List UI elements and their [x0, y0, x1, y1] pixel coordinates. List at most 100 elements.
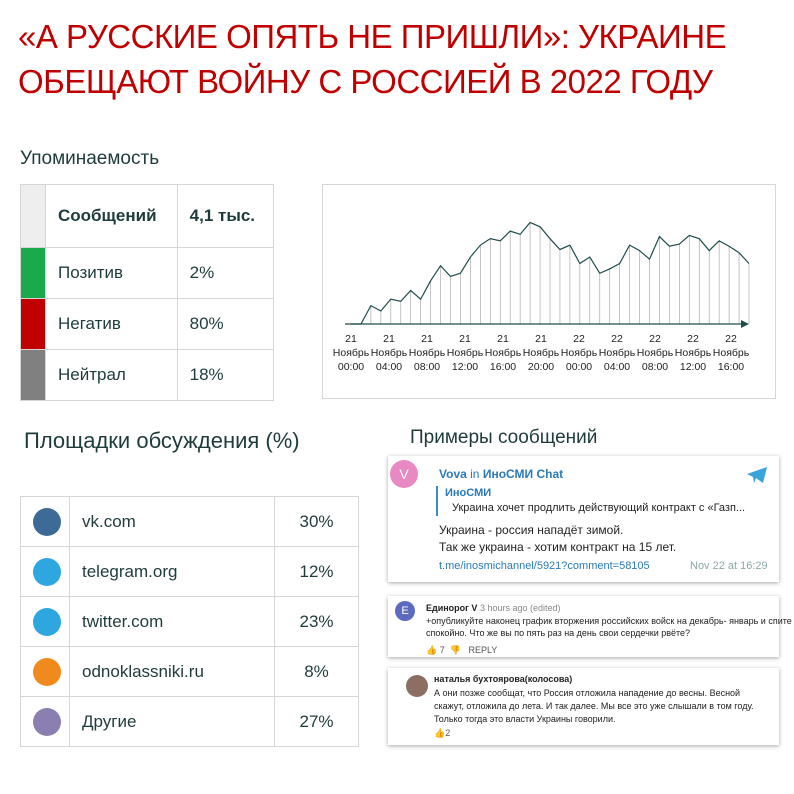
label: Нейтрал: [45, 349, 178, 401]
avatar: E: [395, 601, 415, 621]
date: Nov 22 at 16:29: [690, 560, 768, 572]
x-tick-label: Ноябрь: [485, 347, 522, 359]
title: «А РУССКИЕ ОПЯТЬ НЕ ПРИШЛИ»: УКРАИНЕ: [18, 18, 727, 55]
quote-bar: [436, 486, 438, 516]
reply[interactable]: REPLY: [468, 645, 498, 655]
author-line: Единорог V 3 hours ago (edited): [426, 603, 561, 613]
x-tick-label: 12:00: [452, 361, 478, 373]
platform-value: 12%: [274, 546, 359, 597]
x-tick-label: 21: [497, 333, 509, 345]
x-tick-label: 22: [725, 333, 737, 345]
quote-text: Украина хочет продлить действующий контр…: [452, 502, 746, 514]
label: Позитив: [45, 247, 178, 299]
x-tick-label: 21: [459, 333, 471, 345]
x-tick-label: 22: [687, 333, 699, 345]
x-tick-label: 00:00: [338, 361, 364, 373]
value: 4,1 тыс.: [176, 184, 275, 248]
x-tick-label: 08:00: [642, 361, 668, 373]
x-tick-label: Ноябрь: [713, 347, 750, 359]
platform-row: odnoklassniki.ru 8%: [20, 646, 359, 697]
label: Негатив: [45, 298, 178, 350]
message-card: E Единорог V 3 hours ago (edited) +опубл…: [388, 596, 792, 657]
x-tick-label: 22: [611, 333, 623, 345]
x-tick-label: Ноябрь: [675, 347, 712, 359]
value: 18%: [176, 349, 275, 401]
text: Украина - россия нападёт зимой.: [439, 523, 624, 537]
icon-cell: [20, 646, 70, 697]
x-tick-label: Ноябрь: [447, 347, 484, 359]
title: ОБЕЩАЮТ ВОЙНУ С РОССИЕЙ В 2022 ГОДУ: [18, 63, 713, 100]
x-tick-label: 16:00: [718, 361, 744, 373]
section-title: Примеры сообщений: [410, 427, 598, 448]
x-tick-label: Ноябрь: [333, 347, 370, 359]
x-tick-label: 12:00: [680, 361, 706, 373]
icon-cell: [20, 546, 70, 597]
swatch: [20, 184, 46, 248]
x-tick-label: Ноябрь: [371, 347, 408, 359]
x-tick-label: 21: [535, 333, 547, 345]
author-line: Vova in ИноСМИ Chat: [439, 467, 563, 481]
link: t.me/inosmichannel/5921?comment=58105: [439, 560, 650, 572]
channel: ИноСМИ Chat: [482, 467, 564, 481]
platform-row: Другие 27%: [20, 696, 359, 747]
author: Vova: [439, 467, 467, 481]
platform-value: 30%: [274, 496, 359, 547]
platform-value: 23%: [274, 596, 359, 647]
x-tick-label: Ноябрь: [599, 347, 636, 359]
x-tick-label: 00:00: [566, 361, 592, 373]
platform-name: twitter.com: [69, 596, 275, 647]
quote-title: ИноСМИ: [445, 487, 492, 499]
x-tick-label: 21: [383, 333, 395, 345]
text: +опубликуйте наконец график вторжения ро…: [426, 616, 792, 626]
value: 2%: [176, 247, 275, 299]
text: спокойно. Что же вы по пять раз на день …: [426, 628, 691, 638]
x-tick-label: Ноябрь: [523, 347, 560, 359]
x-tick-label: Ноябрь: [409, 347, 446, 359]
x-tick-label: 21: [345, 333, 357, 345]
author: Единорог V: [426, 603, 478, 613]
platform-icon: [33, 657, 61, 686]
platform-row: twitter.com 23%: [20, 596, 359, 647]
x-tick-label: 04:00: [376, 361, 402, 373]
platform-row: telegram.org 12%: [20, 546, 359, 597]
text: скажут, отложила до лета. И так далее. М…: [434, 701, 754, 711]
section-title: Упоминаемость: [20, 148, 160, 169]
platform-icon: [33, 707, 61, 736]
x-tick-label: 21: [421, 333, 433, 345]
author: наталья бухтоярова(колосова): [434, 674, 573, 684]
actions: 👍2: [434, 728, 451, 738]
likes: 2: [445, 728, 451, 738]
axis-arrow: [741, 320, 749, 328]
platform-name: odnoklassniki.ru: [69, 646, 275, 697]
x-tick-label: Ноябрь: [561, 347, 598, 359]
mentions-table: Сообщений 4,1 тыс. Позитив 2% Негатив 80% Н…: [20, 184, 275, 401]
time: 3 hours ago (edited): [479, 603, 561, 613]
line: [351, 221, 750, 325]
swatch: [20, 349, 46, 401]
swatch: [20, 247, 46, 299]
x-tick-label: Ноябрь: [637, 347, 674, 359]
platform-value: 27%: [274, 696, 359, 747]
platform-name: telegram.org: [69, 546, 275, 597]
text: Только тогда это власти Украины говорили…: [434, 714, 616, 724]
telegram-icon: [747, 467, 767, 483]
icon-cell: [20, 596, 70, 647]
in: in: [470, 467, 480, 481]
swatch: [20, 298, 46, 350]
platform-name: Другие: [69, 696, 275, 747]
platform-icon: [33, 607, 61, 636]
x-tick-label: 08:00: [414, 361, 440, 373]
avatar: [406, 675, 428, 697]
x-tick-label: 22: [573, 333, 585, 345]
x-tick-label: 22: [649, 333, 661, 345]
actions: 👍 7 👎 REPLY: [426, 645, 498, 655]
likes: 7: [439, 645, 445, 655]
label: Сообщений: [45, 184, 178, 248]
message-card: V Vova in ИноСМИ Chat ИноСМИ Украина хоч…: [388, 456, 779, 582]
chart: 21 Ноябрь 00:00 21 Ноябрь 04:00 21 Ноябрь 08:00 2…: [322, 184, 776, 399]
x-tick-label: 04:00: [604, 361, 630, 373]
value: 80%: [176, 298, 275, 350]
icon-cell: [20, 696, 70, 747]
text: Так же украина - хотим контракт на 15 ле…: [439, 540, 677, 554]
